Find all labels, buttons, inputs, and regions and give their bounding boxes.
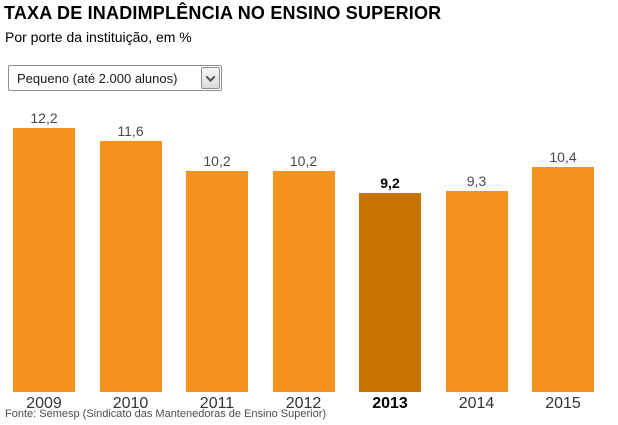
bar-value-label: 10,2: [289, 153, 318, 169]
bar-column: 12,2 2009: [13, 108, 75, 412]
bar-year-label: 2015: [545, 395, 581, 412]
bar-year-label: 2012: [285, 395, 322, 412]
bar: [272, 171, 335, 392]
bar-area: 11,6: [99, 108, 162, 392]
select-selected-value: Pequeno (até 2.000 alunos): [17, 70, 178, 86]
bar-value-label: 10,4: [549, 149, 577, 165]
bar: [13, 128, 75, 392]
bar-value-label: 12,2: [30, 110, 58, 126]
bar-column: 9,2 2013: [359, 108, 421, 412]
bar-column: 11,6 2010: [99, 108, 162, 412]
source-note: Fonte: Semesp (Sindicato das Mantenedora…: [5, 408, 327, 420]
bar: [186, 171, 248, 392]
chart-subtitle: Por porte da instituição, em %: [5, 29, 192, 45]
bar-column: 9,3 2014: [445, 108, 508, 412]
bar-value-label: 9,3: [466, 173, 487, 189]
bar-year-label: 2011: [199, 395, 235, 412]
bar-area: 9,3: [445, 108, 508, 392]
bar-column: 10,2 2012: [272, 108, 335, 412]
bar-year-label: 2009: [26, 395, 62, 412]
bar-year-label: 2013: [372, 395, 408, 412]
bar-column: 10,4 2015: [532, 108, 594, 412]
bar-area: 10,2: [186, 108, 248, 392]
bar-area: 12,2: [13, 108, 75, 392]
institution-size-select[interactable]: Pequeno (até 2.000 alunos): [8, 65, 222, 91]
bar-year-label: 2010: [112, 395, 149, 412]
bar: [99, 141, 162, 392]
bar: [445, 191, 508, 392]
page-title: TAXA DE INADIMPLÊNCIA NO ENSINO SUPERIOR: [4, 3, 442, 23]
default-rate-infographic: TAXA DE INADIMPLÊNCIA NO ENSINO SUPERIOR…: [0, 3, 618, 425]
bar-chart: 12,2 2009 11,6 2010 10,2 2011 10,2 2012 9,2 2013 9…: [13, 108, 594, 412]
bar-value-label: 10,2: [203, 153, 231, 169]
bar-value-label: 11,6: [117, 123, 144, 139]
bar-year-label: 2014: [458, 395, 495, 412]
bar: [532, 167, 594, 392]
bar-area: 10,4: [532, 108, 594, 392]
bar-highlighted: [359, 193, 421, 392]
bar-area: 10,2: [272, 108, 335, 392]
bar-area: 9,2: [359, 108, 421, 392]
chevron-down-icon[interactable]: [201, 67, 220, 89]
bar-value-label: 9,2: [380, 175, 400, 191]
bar-column: 10,2 2011: [186, 108, 248, 412]
